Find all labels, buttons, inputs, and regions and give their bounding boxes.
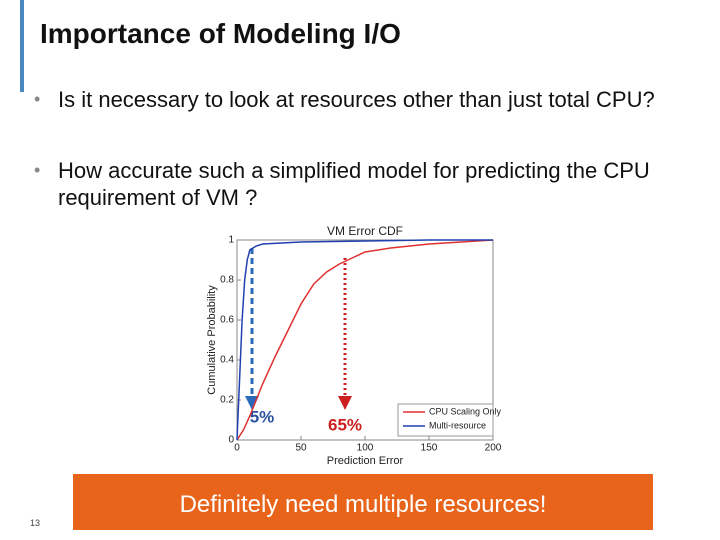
arrow-head (245, 396, 259, 410)
x-tick-label: 200 (485, 443, 502, 454)
banner: Definitely need multiple resources! (73, 474, 653, 530)
accent-bar (20, 0, 24, 92)
x-tick-label: 50 (295, 443, 307, 454)
y-tick-label: 0.8 (220, 275, 234, 286)
series-line (236, 239, 494, 441)
series-line (236, 239, 493, 441)
arrow-head (338, 396, 352, 410)
legend-label: CPU Scaling Only (429, 406, 502, 416)
legend-label: Multi-resource (429, 420, 486, 430)
bullet: Is it necessary to look at resources oth… (34, 86, 688, 113)
slide-title: Importance of Modeling I/O (40, 18, 401, 49)
y-tick-label: 0.4 (220, 355, 234, 366)
x-axis-label: Prediction Error (327, 455, 404, 467)
x-tick-label: 0 (234, 443, 240, 454)
bullet: How accurate such a simplified model for… (34, 157, 688, 211)
x-tick-label: 100 (357, 443, 374, 454)
y-tick-label: 0 (228, 435, 234, 446)
y-tick-label: 0.6 (220, 315, 234, 326)
y-tick-label: 0.2 (220, 395, 234, 406)
legend (397, 403, 494, 437)
annotation: 65% (328, 415, 362, 434)
chart-title: VM Error CDF (327, 224, 403, 238)
x-tick-label: 150 (421, 443, 438, 454)
annotation: 5% (250, 407, 275, 426)
page-number: 13 (30, 518, 41, 528)
y-axis-label: Cumulative Probability (206, 285, 218, 395)
y-tick-label: 1 (228, 235, 234, 246)
